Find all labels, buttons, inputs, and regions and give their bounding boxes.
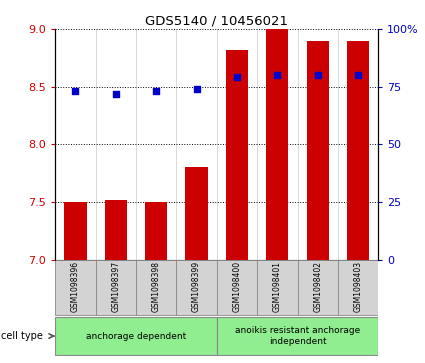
Title: GDS5140 / 10456021: GDS5140 / 10456021 <box>145 15 288 28</box>
Text: GSM1098402: GSM1098402 <box>313 261 322 311</box>
Bar <box>217 317 378 355</box>
Bar <box>55 260 96 315</box>
Point <box>314 72 321 78</box>
Text: GSM1098398: GSM1098398 <box>152 261 161 311</box>
Bar <box>347 41 369 260</box>
Text: GSM1098403: GSM1098403 <box>354 261 363 312</box>
Text: cell type: cell type <box>1 331 43 341</box>
Bar <box>266 29 289 260</box>
Bar <box>55 317 217 355</box>
Bar <box>96 260 136 315</box>
Text: GSM1098400: GSM1098400 <box>232 261 241 312</box>
Text: GSM1098397: GSM1098397 <box>111 261 120 312</box>
Point <box>72 89 79 94</box>
Bar <box>226 50 248 260</box>
Bar <box>145 202 167 260</box>
Bar <box>185 167 208 260</box>
Text: GSM1098401: GSM1098401 <box>273 261 282 311</box>
Point <box>153 89 160 94</box>
Bar <box>217 260 257 315</box>
Bar <box>105 200 127 260</box>
Point <box>354 72 361 78</box>
Text: anchorage dependent: anchorage dependent <box>86 331 186 340</box>
Text: GSM1098396: GSM1098396 <box>71 261 80 312</box>
Bar <box>338 260 378 315</box>
Bar <box>64 202 87 260</box>
Bar <box>298 260 338 315</box>
Bar <box>257 260 298 315</box>
Bar <box>176 260 217 315</box>
Point <box>274 72 280 78</box>
Bar <box>306 41 329 260</box>
Bar <box>136 260 176 315</box>
Point <box>234 74 241 80</box>
Point <box>193 86 200 92</box>
Point <box>112 91 119 97</box>
Text: GSM1098399: GSM1098399 <box>192 261 201 312</box>
Text: anoikis resistant anchorage
independent: anoikis resistant anchorage independent <box>235 326 360 346</box>
